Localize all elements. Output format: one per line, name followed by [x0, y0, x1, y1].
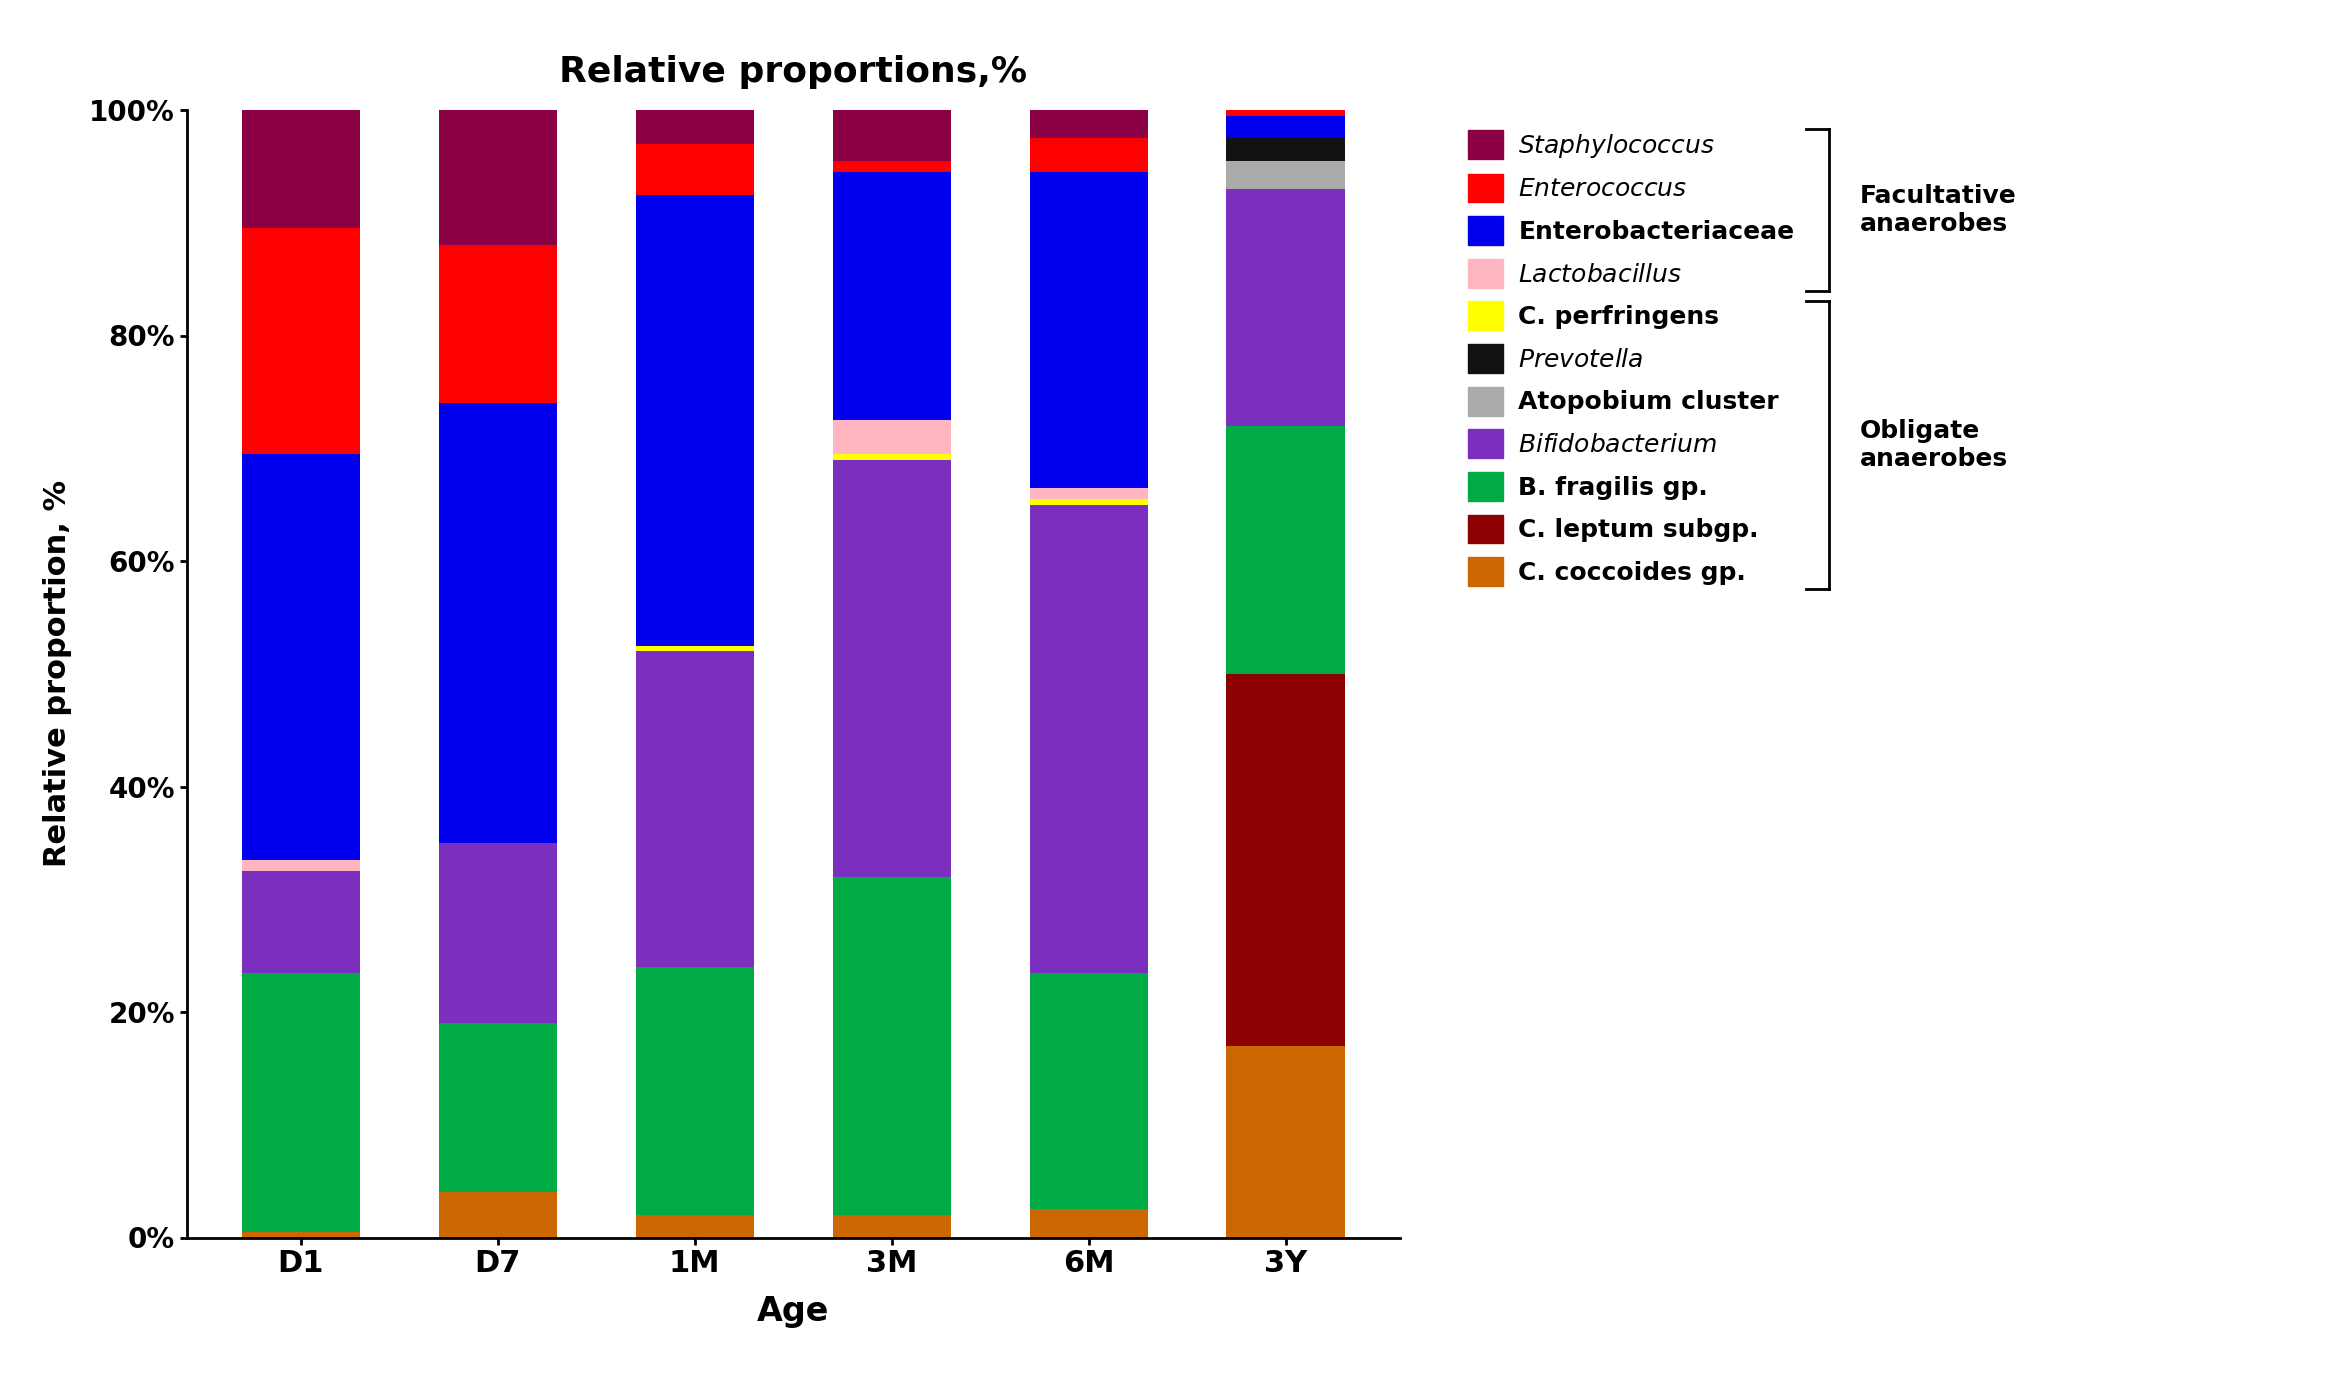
Bar	[1227, 161, 1344, 188]
Bar	[1029, 505, 1148, 972]
Title: Relative proportions,%: Relative proportions,%	[560, 55, 1027, 89]
Bar	[833, 110, 952, 161]
Bar	[1029, 172, 1148, 488]
Bar	[1029, 488, 1148, 499]
Bar	[439, 110, 558, 245]
Bar	[833, 421, 952, 454]
Bar	[1029, 110, 1148, 139]
Bar	[1227, 188, 1344, 426]
Bar	[439, 1192, 558, 1238]
Bar	[833, 459, 952, 877]
Bar	[1227, 1046, 1344, 1238]
Bar	[243, 872, 359, 972]
Bar	[243, 1232, 359, 1238]
Bar	[439, 245, 558, 403]
Y-axis label: Relative proportion, %: Relative proportion, %	[44, 480, 72, 868]
Bar	[635, 652, 754, 967]
Bar	[243, 454, 359, 859]
Bar	[1227, 116, 1344, 139]
Text: Obligate
anaerobes: Obligate anaerobes	[1859, 419, 2009, 470]
Text: Facultative
anaerobes: Facultative anaerobes	[1859, 184, 2016, 236]
Bar	[635, 195, 754, 646]
Bar	[833, 454, 952, 459]
Bar	[1029, 139, 1148, 172]
Bar	[243, 110, 359, 228]
Bar	[635, 110, 754, 144]
Bar	[1227, 426, 1344, 674]
X-axis label: Age: Age	[756, 1295, 831, 1328]
Bar	[833, 172, 952, 421]
Bar	[243, 859, 359, 872]
Bar	[243, 228, 359, 454]
Bar	[439, 403, 558, 843]
Bar	[439, 843, 558, 1023]
Bar	[833, 161, 952, 172]
Bar	[833, 1216, 952, 1238]
Bar	[1227, 674, 1344, 1046]
Bar	[1029, 972, 1148, 1210]
Bar	[1227, 139, 1344, 161]
Bar	[1029, 499, 1148, 505]
Bar	[439, 1023, 558, 1192]
Bar	[635, 144, 754, 195]
Bar	[833, 877, 952, 1216]
Legend: $\it{Staphylococcus}$, $\it{Enterococcus}$, Enterobacteriaceae, $\it{Lactobacill: $\it{Staphylococcus}$, $\it{Enterococcus…	[1460, 122, 1801, 594]
Bar	[243, 972, 359, 1232]
Bar	[1029, 1210, 1148, 1238]
Bar	[635, 1216, 754, 1238]
Bar	[635, 967, 754, 1216]
Bar	[635, 645, 754, 652]
Bar	[1227, 110, 1344, 116]
